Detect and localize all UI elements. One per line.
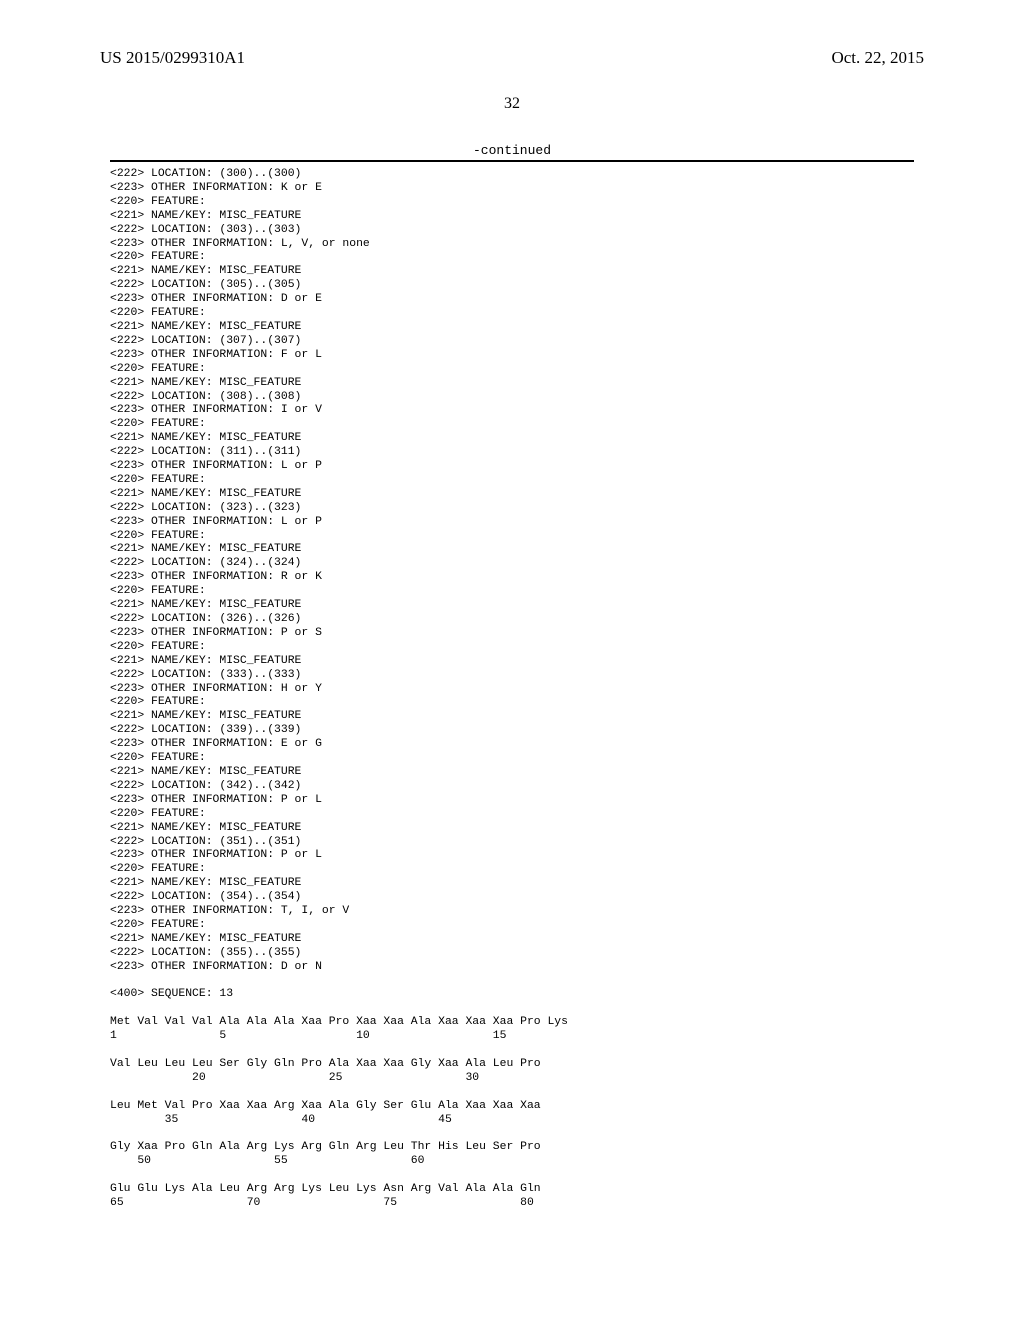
sequence-listing-block: <222> LOCATION: (300)..(300) <223> OTHER… [110,168,924,1211]
patent-page: US 2015/0299310A1 Oct. 22, 2015 32 -cont… [0,0,1024,1320]
continued-label: -continued [100,143,924,158]
header-date: Oct. 22, 2015 [831,48,924,68]
divider-top [110,160,914,162]
page-number: 32 [100,95,924,113]
header-publication-number: US 2015/0299310A1 [100,48,245,68]
